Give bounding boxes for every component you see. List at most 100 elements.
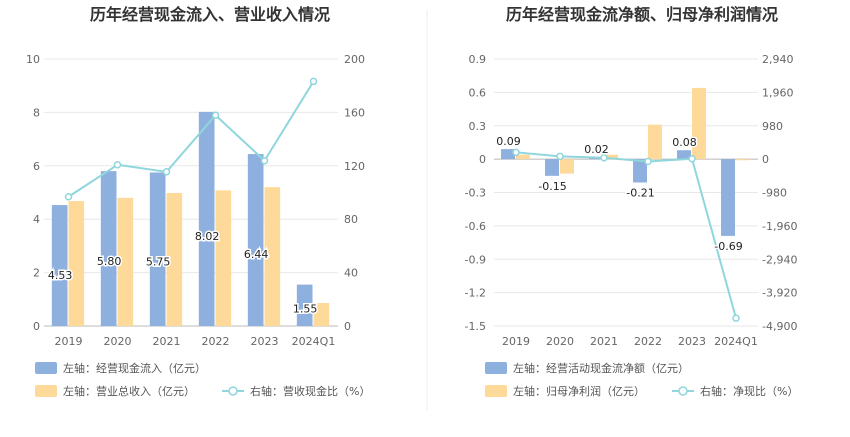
chart2-legend-swatch xyxy=(485,385,507,397)
chart1-right-tick: 200 xyxy=(344,53,365,66)
chart2-legend-label: 左轴：归母净利润（亿元） xyxy=(513,384,645,398)
chart1-ratio-point xyxy=(309,77,318,86)
chart1-data-label: 5.75 xyxy=(146,256,171,269)
chart2-bar-s1 xyxy=(633,159,647,183)
chart1-legend-label: 右轴：营收现金比（%） xyxy=(250,384,370,398)
chart1-ratio-point xyxy=(260,156,269,165)
chart2-bar-s1 xyxy=(677,150,691,160)
chart1-legend-label: 左轴：营业总收入（亿元） xyxy=(63,384,195,398)
chart2-ratio-line xyxy=(515,151,737,319)
chart1-data-label: 5.80 xyxy=(97,255,122,268)
chart2-ratio-point xyxy=(512,148,520,157)
chart2-category-label: 2024Q1 xyxy=(714,335,758,348)
chart1-legend-swatch-dot xyxy=(228,386,238,396)
chart2-bar-s2 xyxy=(516,154,530,160)
chart1-bar-s2 xyxy=(264,187,281,326)
chart2-ratio-point xyxy=(556,152,564,161)
chart2-category-label: 2022 xyxy=(634,335,662,348)
chart2-left-tick: 0.3 xyxy=(469,120,487,133)
chart1-right-tick: 120 xyxy=(344,160,365,173)
chart1-category-label: 2022 xyxy=(202,335,230,348)
chart1-ratio-point xyxy=(211,111,220,119)
chart2-left-tick: -1.5 xyxy=(465,320,486,333)
chart1-right-tick: 40 xyxy=(344,267,358,280)
chart2-data-label: -0.21 xyxy=(626,186,654,199)
chart2-left-tick: -1.2 xyxy=(465,287,486,300)
chart1-left-tick: 8 xyxy=(33,106,40,119)
chart1-bar-s2 xyxy=(166,193,183,326)
chart1-category-label: 2024Q1 xyxy=(292,335,336,348)
chart2-data-label: 0.08 xyxy=(672,136,697,149)
chart1-right-tick: 0 xyxy=(344,320,351,333)
chart1-bar-s2 xyxy=(313,303,330,326)
chart1-ratio-line xyxy=(67,80,315,198)
chart1-bar-s2 xyxy=(68,201,85,326)
chart2-title: 历年经营现金流净额、归母净利润情况 xyxy=(506,5,778,24)
chart2-bar-s2 xyxy=(560,159,574,174)
chart1-left-tick: 0 xyxy=(33,320,40,333)
chart1-right-tick: 160 xyxy=(344,106,365,119)
chart2-left-tick: 0.6 xyxy=(469,86,487,99)
chart1-ratio-point xyxy=(64,193,73,201)
chart2-legend-swatch xyxy=(485,362,507,374)
chart1-legend-swatch xyxy=(35,362,57,374)
chart2-left-tick: 0.9 xyxy=(469,53,487,66)
chart1-data-label: 4.53 xyxy=(48,269,73,282)
chart1-ratio-point xyxy=(113,160,122,169)
chart2-ratio-point xyxy=(732,314,740,322)
chart2-category-label: 2023 xyxy=(678,335,706,348)
chart1-left-tick: 6 xyxy=(33,160,40,173)
chart1-legend-swatch xyxy=(35,385,57,397)
chart1-ratio-point xyxy=(162,168,171,176)
chart2-right-tick: 980 xyxy=(762,120,783,133)
chart1-category-label: 2021 xyxy=(153,335,181,348)
chart2-right-tick: -980 xyxy=(762,187,787,200)
chart1-bar-s1 xyxy=(296,284,313,326)
chart2-ratio-point xyxy=(600,154,608,162)
chart2-category-label: 2019 xyxy=(502,335,530,348)
chart1-right-tick: 80 xyxy=(344,213,358,226)
chart2-right-tick: 2,940 xyxy=(762,53,794,66)
chart1-category-label: 2019 xyxy=(55,335,83,348)
chart2-bar-s2 xyxy=(736,159,750,161)
chart2-left-tick: -0.3 xyxy=(465,187,486,200)
chart2-bar-s2 xyxy=(604,154,618,160)
chart2-right-tick: -4,900 xyxy=(762,320,797,333)
chart2-legend-label: 左轴：经营活动现金流净额（亿元） xyxy=(513,361,689,375)
chart2-ratio-point xyxy=(688,155,696,163)
chart2-right-tick: 1,960 xyxy=(762,86,794,99)
chart2-data-label: -0.15 xyxy=(538,180,566,193)
chart1-title: 历年经营现金流入、营业收入情况 xyxy=(90,5,330,24)
chart2-data-label: 0.02 xyxy=(584,143,609,156)
chart2-left-tick: -0.6 xyxy=(465,220,486,233)
chart1-data-label: 6.44 xyxy=(244,248,269,261)
chart1-category-label: 2020 xyxy=(104,335,132,348)
chart2-data-label: -0.69 xyxy=(714,240,742,253)
chart1-data-label: 8.02 xyxy=(195,230,220,243)
chart2-legend-label: 右轴：净现比（%） xyxy=(700,384,798,398)
chart2-bar-s2 xyxy=(692,87,706,160)
chart1-bar-s1 xyxy=(247,154,264,326)
chart1-bar-s2 xyxy=(117,197,134,326)
chart1-legend-label: 左轴：经营现金流入（亿元） xyxy=(63,361,206,375)
chart1-bar-s1 xyxy=(149,172,166,326)
chart2-right-tick: 0 xyxy=(762,153,769,166)
chart2-legend-swatch-dot xyxy=(678,386,688,396)
chart2-bar-s1 xyxy=(501,149,515,160)
chart2-category-label: 2020 xyxy=(546,335,574,348)
chart1-bar-s1 xyxy=(51,205,68,326)
chart2-ratio-point xyxy=(644,157,652,166)
chart2-right-tick: -2,940 xyxy=(762,253,797,266)
chart1-left-tick: 10 xyxy=(26,53,40,66)
chart2-right-tick: -1,960 xyxy=(762,220,797,233)
chart2-bar-s1 xyxy=(721,159,735,236)
chart1-bar-s2 xyxy=(215,190,232,326)
chart2-category-label: 2021 xyxy=(590,335,618,348)
chart1-category-label: 2023 xyxy=(251,335,279,348)
chart1-data-label: 1.55 xyxy=(293,303,318,316)
chart2-left-tick: -0.9 xyxy=(465,253,486,266)
chart1-left-tick: 2 xyxy=(33,267,40,280)
chart1-left-tick: 4 xyxy=(33,213,40,226)
